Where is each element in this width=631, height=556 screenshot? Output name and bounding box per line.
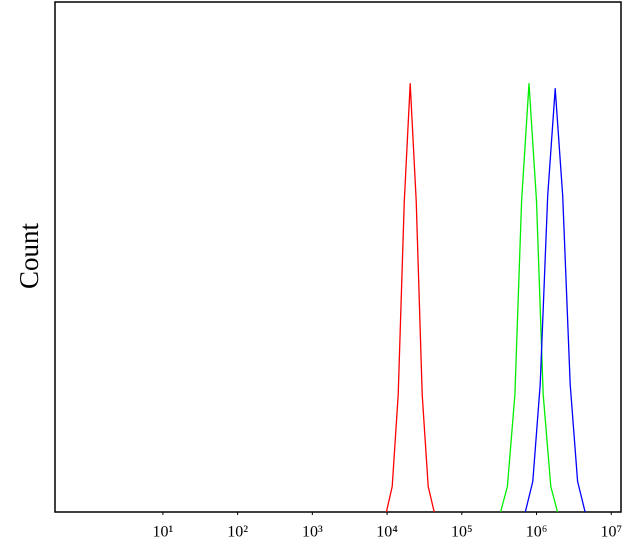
x-tick-label: 10⁷ [600,524,622,541]
histogram-line [524,88,586,513]
x-tick-label: 10⁵ [451,524,473,541]
y-axis-label: Count [14,222,44,289]
x-tick-label: 10¹ [152,524,173,541]
x-tick-label: 10³ [302,524,323,541]
histogram-line [499,82,559,513]
histogram-line [385,82,435,513]
x-tick-label: 10⁴ [376,524,398,541]
x-tick-label: 10² [227,524,248,541]
plot-frame [54,1,622,513]
x-tick-label: 10⁶ [526,524,548,541]
